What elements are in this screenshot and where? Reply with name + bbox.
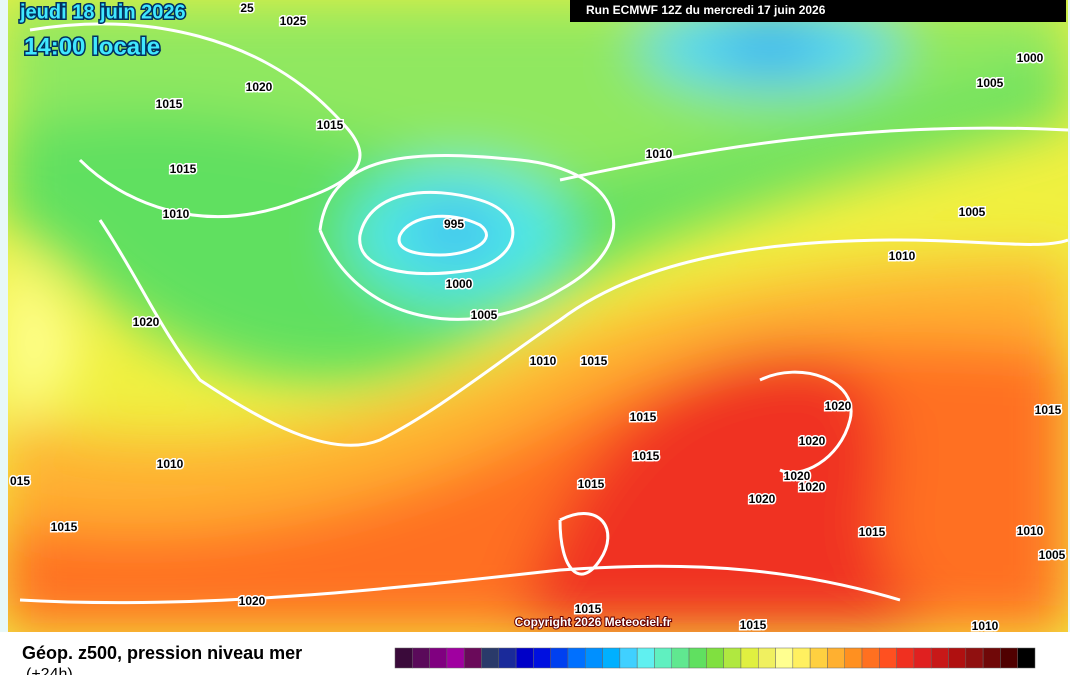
isobar-label: 1015 (51, 520, 78, 534)
isobar-label: 1010 (530, 354, 557, 368)
colorbar-swatch (1000, 647, 1018, 669)
isobar-label: 1015 (575, 602, 602, 616)
isobar-label: 25 (240, 1, 254, 15)
isobar-label: 1020 (133, 315, 160, 329)
isobar-label: 1020 (799, 480, 826, 494)
colorbar-swatch (775, 647, 794, 669)
isobar-label: 1015 (156, 97, 183, 111)
isobar-label: 1010 (163, 207, 190, 221)
colorbar-swatch (636, 647, 655, 669)
isobar-label: 1010 (972, 619, 999, 633)
colorbar-swatch (740, 647, 759, 669)
colorbar-swatch (602, 647, 621, 669)
isobar-labels: 25 1025 1020 1015 1015 1015 1010 1020 10… (8, 0, 1067, 635)
colorbar-swatch (757, 647, 776, 669)
isobar-label: 1010 (889, 249, 916, 263)
forecast-date: jeudi 18 juin 2026 (19, 1, 186, 23)
isobar-label: 1005 (1039, 548, 1066, 562)
colorbar-swatch (515, 647, 534, 669)
run-banner (570, 0, 1066, 22)
colorbar-swatch (412, 647, 430, 669)
colorbar-swatch (654, 647, 673, 669)
colorbar-swatch (394, 647, 413, 669)
footer-title: Géop. z500, pression niveau mer (22, 643, 302, 663)
colorbar-swatch (879, 647, 897, 669)
isobar-label: 1020 (799, 434, 826, 448)
colorbar-swatch (723, 647, 742, 669)
map (8, 0, 1068, 632)
isobar-label: 1005 (959, 205, 986, 219)
colorbar-swatch (1017, 647, 1036, 669)
isobar-label: 1015 (740, 618, 767, 632)
isobar-label: 1010 (1017, 524, 1044, 538)
isobar-label: 1020 (749, 492, 776, 506)
colorbar-swatch (809, 647, 828, 669)
colorbar (394, 647, 1036, 669)
colorbar-swatch (861, 647, 880, 669)
isobar-label: 1015 (859, 525, 886, 539)
isobar-label: 1015 (633, 449, 660, 463)
isobar-label: 1015 (578, 477, 605, 491)
colorbar-swatch (982, 647, 1001, 669)
colorbar-swatch (706, 647, 724, 669)
isobar-label: 1015 (317, 118, 344, 132)
forecast-time: 14:00 locale (24, 33, 160, 60)
footer-subtitle: (+24h) (26, 666, 73, 675)
colorbar-swatch (481, 647, 500, 669)
colorbar-swatch (948, 647, 967, 669)
isobar-label: 1015 (630, 410, 657, 424)
colorbar-swatch (827, 647, 845, 669)
colorbar-swatch (429, 647, 448, 669)
isobar-label: 1005 (471, 308, 498, 322)
colorbar-swatch (913, 647, 932, 669)
isobar-label: 1020 (825, 399, 852, 413)
isobar-label: 1000 (446, 277, 473, 291)
colorbar-swatch (896, 647, 915, 669)
colorbar-swatch (965, 647, 984, 669)
isobar-label: 1025 (280, 14, 307, 28)
colorbar-swatch (688, 647, 707, 669)
colorbar-swatch (550, 647, 569, 669)
isobar-label: 1015 (1035, 403, 1062, 417)
isobar-label: 015 (10, 474, 30, 488)
isobar-label: 1005 (977, 76, 1004, 90)
colorbar-swatch (844, 647, 863, 669)
isobar-label: 1000 (1017, 51, 1044, 65)
colorbar-swatch (930, 647, 949, 669)
isobar-label: 1020 (246, 80, 273, 94)
colorbar-swatch (533, 647, 551, 669)
isobar-label: 1010 (646, 147, 673, 161)
colorbar-swatch (619, 647, 638, 669)
colorbar-swatch (446, 647, 465, 669)
run-text: Run ECMWF 12Z du mercredi 17 juin 2026 (586, 3, 826, 17)
isobar-label: 995 (444, 217, 464, 231)
isobar-label: 1020 (239, 594, 266, 608)
colorbar-swatch (671, 647, 690, 669)
colorbar-swatch (567, 647, 586, 669)
colorbar-swatch (792, 647, 811, 669)
isobar-label: 1010 (157, 457, 184, 471)
isobar-label: 1015 (581, 354, 608, 368)
copyright: Copyright 2026 Meteociel.fr (515, 615, 672, 629)
isobar-label: 1020 (784, 469, 811, 483)
isobar-label: 1015 (170, 162, 197, 176)
colorbar-swatch (498, 647, 517, 669)
colorbar-swatch (585, 647, 603, 669)
colorbar-swatch (463, 647, 482, 669)
